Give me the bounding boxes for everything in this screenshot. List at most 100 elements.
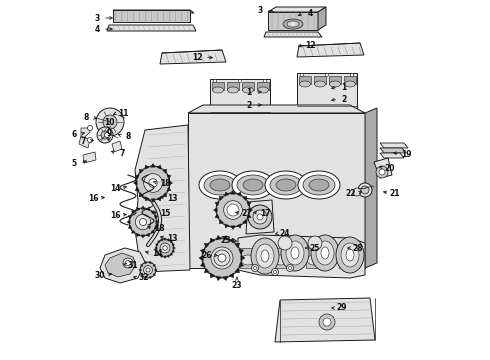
Text: 12: 12	[305, 41, 315, 50]
Polygon shape	[380, 143, 408, 148]
Polygon shape	[136, 207, 140, 211]
Polygon shape	[299, 76, 311, 84]
Polygon shape	[145, 165, 149, 169]
Polygon shape	[249, 208, 252, 212]
Polygon shape	[141, 265, 143, 267]
Circle shape	[300, 73, 303, 77]
Polygon shape	[155, 247, 157, 249]
Polygon shape	[188, 113, 365, 268]
Polygon shape	[150, 163, 155, 167]
Text: 1: 1	[246, 87, 252, 96]
Ellipse shape	[344, 81, 356, 87]
Text: 11: 11	[118, 108, 128, 117]
Polygon shape	[135, 187, 139, 191]
Polygon shape	[155, 244, 158, 246]
Circle shape	[248, 205, 272, 229]
Polygon shape	[314, 76, 326, 84]
Polygon shape	[155, 269, 157, 271]
Polygon shape	[239, 262, 244, 267]
Ellipse shape	[281, 235, 309, 271]
Text: 7: 7	[80, 136, 86, 145]
Ellipse shape	[261, 250, 269, 262]
Polygon shape	[161, 255, 163, 257]
Ellipse shape	[321, 247, 329, 259]
Polygon shape	[146, 233, 150, 237]
Ellipse shape	[208, 255, 222, 265]
Polygon shape	[329, 76, 341, 84]
Text: 28: 28	[353, 243, 363, 252]
Polygon shape	[200, 262, 205, 267]
Circle shape	[140, 262, 156, 278]
Ellipse shape	[274, 255, 288, 265]
Polygon shape	[257, 82, 269, 90]
Polygon shape	[219, 196, 223, 201]
Circle shape	[257, 214, 263, 220]
Text: 31: 31	[128, 261, 138, 270]
Ellipse shape	[243, 87, 253, 93]
Polygon shape	[225, 192, 229, 196]
Ellipse shape	[303, 175, 335, 195]
Circle shape	[214, 250, 230, 266]
Circle shape	[135, 214, 151, 230]
Text: 1: 1	[342, 82, 346, 91]
Ellipse shape	[270, 175, 302, 195]
Circle shape	[129, 208, 157, 236]
Circle shape	[323, 318, 331, 326]
Polygon shape	[157, 165, 161, 169]
Circle shape	[101, 131, 109, 139]
Text: 5: 5	[72, 158, 76, 167]
Ellipse shape	[298, 171, 340, 199]
Circle shape	[88, 138, 93, 143]
Polygon shape	[164, 238, 166, 240]
Ellipse shape	[286, 241, 304, 265]
Ellipse shape	[309, 179, 329, 191]
Ellipse shape	[315, 81, 325, 87]
Polygon shape	[210, 79, 270, 115]
Circle shape	[287, 265, 294, 271]
Polygon shape	[133, 181, 137, 185]
Polygon shape	[167, 175, 171, 179]
Text: 6: 6	[72, 130, 76, 139]
Polygon shape	[112, 141, 122, 152]
Text: 30: 30	[95, 270, 105, 279]
Ellipse shape	[251, 238, 279, 274]
Text: 14: 14	[110, 184, 120, 193]
Polygon shape	[79, 136, 90, 148]
Polygon shape	[132, 230, 135, 233]
Polygon shape	[222, 276, 228, 281]
Polygon shape	[135, 175, 139, 179]
Text: 21: 21	[390, 189, 400, 198]
Text: 3: 3	[257, 5, 263, 14]
Polygon shape	[139, 193, 144, 197]
Polygon shape	[151, 230, 154, 233]
Ellipse shape	[287, 21, 299, 27]
Ellipse shape	[258, 87, 269, 93]
Text: 27: 27	[242, 208, 252, 217]
Polygon shape	[156, 220, 159, 224]
Polygon shape	[128, 215, 132, 219]
Circle shape	[289, 266, 292, 270]
Text: 7: 7	[119, 149, 124, 158]
Ellipse shape	[346, 249, 354, 261]
Ellipse shape	[316, 241, 334, 265]
Circle shape	[163, 246, 167, 250]
Text: 8: 8	[125, 131, 131, 140]
Circle shape	[125, 261, 130, 266]
Text: 23: 23	[232, 282, 242, 291]
Circle shape	[123, 258, 133, 268]
Polygon shape	[127, 220, 130, 224]
Text: 9: 9	[106, 129, 112, 138]
Polygon shape	[141, 235, 145, 238]
Polygon shape	[216, 235, 221, 240]
Circle shape	[104, 132, 109, 138]
Ellipse shape	[265, 171, 307, 199]
Polygon shape	[216, 276, 221, 281]
Polygon shape	[246, 202, 251, 206]
Text: 2: 2	[342, 95, 346, 104]
Text: 18: 18	[160, 179, 171, 188]
Polygon shape	[139, 169, 144, 174]
Polygon shape	[268, 12, 318, 30]
Ellipse shape	[213, 87, 223, 93]
Polygon shape	[219, 220, 223, 224]
Ellipse shape	[299, 81, 311, 87]
